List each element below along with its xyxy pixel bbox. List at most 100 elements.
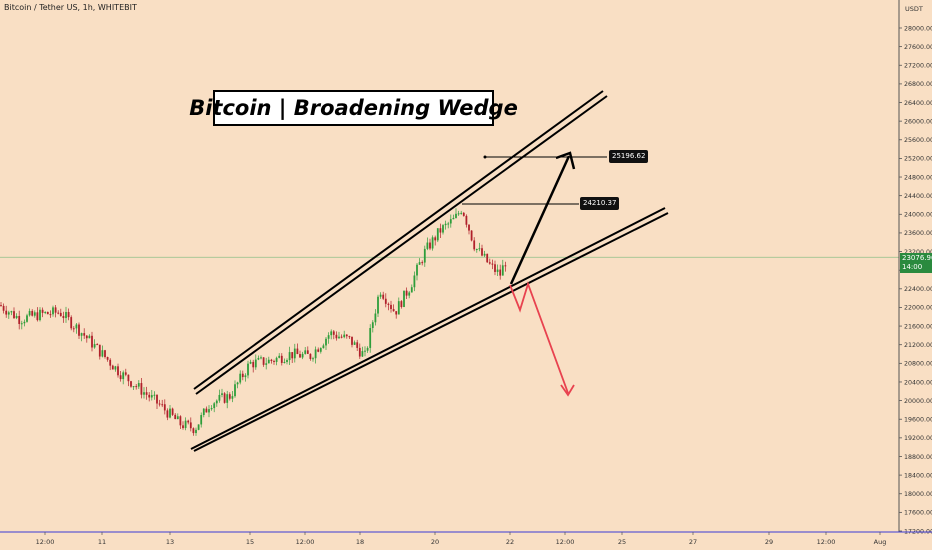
time-tick-label: 20 — [431, 538, 439, 546]
price-tick-label: 20400.00 — [904, 379, 932, 386]
candle-body — [218, 394, 221, 401]
price-tick-label: 26800.00 — [904, 81, 932, 88]
candle-body — [104, 350, 106, 358]
candle-body — [5, 310, 8, 315]
candle-body — [2, 305, 5, 311]
high-price-tag[interactable]: 24210.37 — [580, 197, 620, 210]
candle-body — [228, 394, 231, 399]
candle-body — [374, 313, 377, 323]
candle-body — [132, 386, 135, 388]
candle-body — [18, 315, 21, 324]
candle-body — [468, 224, 470, 231]
price-tick-label: 22000.00 — [904, 305, 932, 312]
candle-body — [309, 353, 312, 359]
candle-body — [187, 420, 190, 423]
candle-body — [340, 336, 343, 338]
bearish-arrow-head — [560, 384, 575, 397]
candle-body — [314, 349, 317, 359]
price-tick-label: 21600.00 — [904, 323, 932, 330]
candle-body — [387, 303, 390, 305]
candle-body — [137, 383, 140, 387]
price-tick-label: 25600.00 — [904, 137, 932, 144]
candles — [0, 208, 507, 436]
candle-body — [236, 382, 239, 385]
candle-body — [197, 424, 200, 430]
price-tick-label: 20800.00 — [904, 361, 932, 368]
candle-body — [91, 335, 93, 348]
bullish-arrow-head — [555, 151, 576, 170]
candle-body — [444, 223, 447, 226]
candle-body — [335, 334, 338, 339]
price-tick-label: 23600.00 — [904, 230, 932, 237]
candle-body — [395, 311, 398, 315]
candle-body — [127, 374, 130, 382]
last-price-tag: 23076.9614:00 — [900, 253, 932, 273]
candle-body — [293, 348, 296, 359]
candle-body — [254, 359, 257, 368]
candle-body — [488, 262, 491, 264]
candle-body — [447, 223, 450, 225]
candle-body — [262, 357, 265, 365]
candle-body — [343, 334, 346, 338]
price-tick-label: 24400.00 — [904, 193, 932, 200]
candle-body — [371, 322, 374, 329]
candle-body — [312, 358, 314, 360]
price-axis[interactable]: USDT 28000.00 27600.00 27200.00 26800.00 2640… — [898, 0, 932, 535]
candle-body — [358, 347, 361, 357]
candle-body — [20, 323, 23, 325]
target-price-tag[interactable]: 25196.62 — [609, 150, 649, 163]
time-tick-label: 11 — [98, 538, 106, 546]
candle-body — [174, 414, 177, 420]
candle-body — [504, 265, 507, 267]
candle-body — [33, 312, 36, 316]
price-axis-unit: USDT — [905, 5, 923, 13]
candle-body — [384, 298, 387, 304]
lower-wedge-line[interactable] — [190, 207, 666, 450]
price-tick-label: 19600.00 — [904, 417, 932, 424]
candle-body — [36, 312, 39, 321]
candle-body — [390, 304, 392, 310]
candle-body — [182, 425, 184, 429]
candle-body — [257, 357, 260, 360]
price-tick-label: 18400.00 — [904, 472, 932, 479]
candle-body — [150, 395, 153, 398]
candle-body — [156, 394, 158, 404]
candle-body — [366, 347, 369, 351]
candle-body — [483, 253, 486, 256]
price-tick-label: 18000.00 — [904, 491, 932, 498]
candle-body — [231, 396, 234, 399]
candle-body — [189, 422, 192, 429]
candle-body — [455, 213, 457, 218]
candle-body — [200, 415, 203, 425]
candle-body — [7, 312, 10, 315]
candle-body — [96, 344, 99, 346]
candle-body — [252, 361, 255, 368]
chart-title[interactable]: Bitcoin | Broadening Wedge — [189, 90, 518, 126]
candle-body — [452, 217, 455, 220]
price-tick-label: 27200.00 — [904, 63, 932, 70]
overlays — [190, 90, 669, 452]
candle-body — [345, 334, 348, 337]
candle-body — [460, 212, 463, 214]
candle-body — [364, 350, 366, 352]
time-tick-label: 13 — [166, 538, 174, 546]
candle-body — [124, 372, 127, 375]
time-axis[interactable]: 12:00 11 13 15 12:00 18 20 22 12:00 25 27 29 12:00 Au… — [0, 531, 932, 546]
candle-body — [166, 410, 169, 418]
candle-body — [486, 253, 489, 263]
upper-wedge-line[interactable] — [193, 90, 604, 390]
candle-body — [494, 264, 496, 272]
candle-body — [280, 355, 283, 363]
candle-body — [361, 351, 364, 357]
candle-body — [418, 262, 421, 265]
candle-body — [275, 357, 278, 362]
bearish-arrow-path[interactable] — [509, 281, 569, 394]
candle-body — [10, 311, 13, 313]
candle-body — [473, 240, 476, 250]
bullish-arrow-shaft[interactable] — [509, 155, 571, 285]
candle-body — [88, 335, 91, 339]
candle-body — [327, 335, 330, 339]
candle-body — [416, 264, 418, 276]
symbol-label[interactable]: Bitcoin / Tether US, 1h, WHITEBIT — [4, 3, 137, 12]
